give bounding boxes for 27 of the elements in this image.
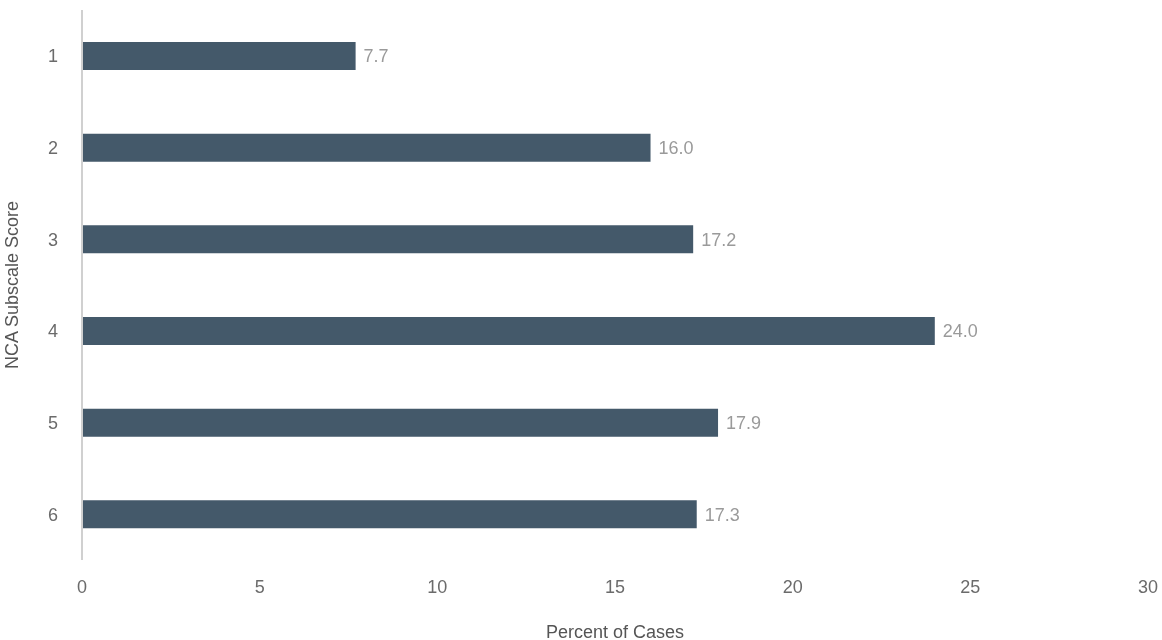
- x-tick-label: 0: [76, 576, 88, 597]
- x-tick-label: 5: [254, 576, 265, 597]
- y-tick-label: 3: [47, 229, 58, 250]
- x-tick-label: 10: [427, 576, 448, 597]
- data-label: 24.0: [942, 321, 978, 342]
- y-tick-label: 4: [47, 321, 58, 342]
- y-tick-label: 2: [47, 137, 58, 158]
- bar: [82, 42, 356, 70]
- y-tick-label: 1: [47, 46, 58, 67]
- bar: [82, 133, 651, 162]
- data-label: 17.2: [701, 229, 737, 250]
- data-label: 17.9: [726, 413, 762, 434]
- x-tick-label: 20: [782, 576, 803, 597]
- bar: [82, 500, 697, 529]
- x-tick-label: 15: [604, 576, 626, 597]
- y-axis-title: NCA Subscale Score: [2, 200, 23, 370]
- bar: [82, 225, 694, 254]
- data-label: 7.7: [363, 46, 389, 67]
- x-tick-label: 30: [1137, 576, 1159, 597]
- y-tick-label: 6: [47, 504, 58, 525]
- data-label: 17.3: [704, 504, 740, 525]
- y-tick-label: 5: [47, 412, 58, 433]
- x-tick-label: 25: [960, 576, 981, 597]
- data-label: 16.0: [658, 138, 694, 159]
- bar: [82, 317, 935, 345]
- bar: [82, 408, 719, 437]
- x-axis-title: Percent of Cases: [545, 622, 685, 640]
